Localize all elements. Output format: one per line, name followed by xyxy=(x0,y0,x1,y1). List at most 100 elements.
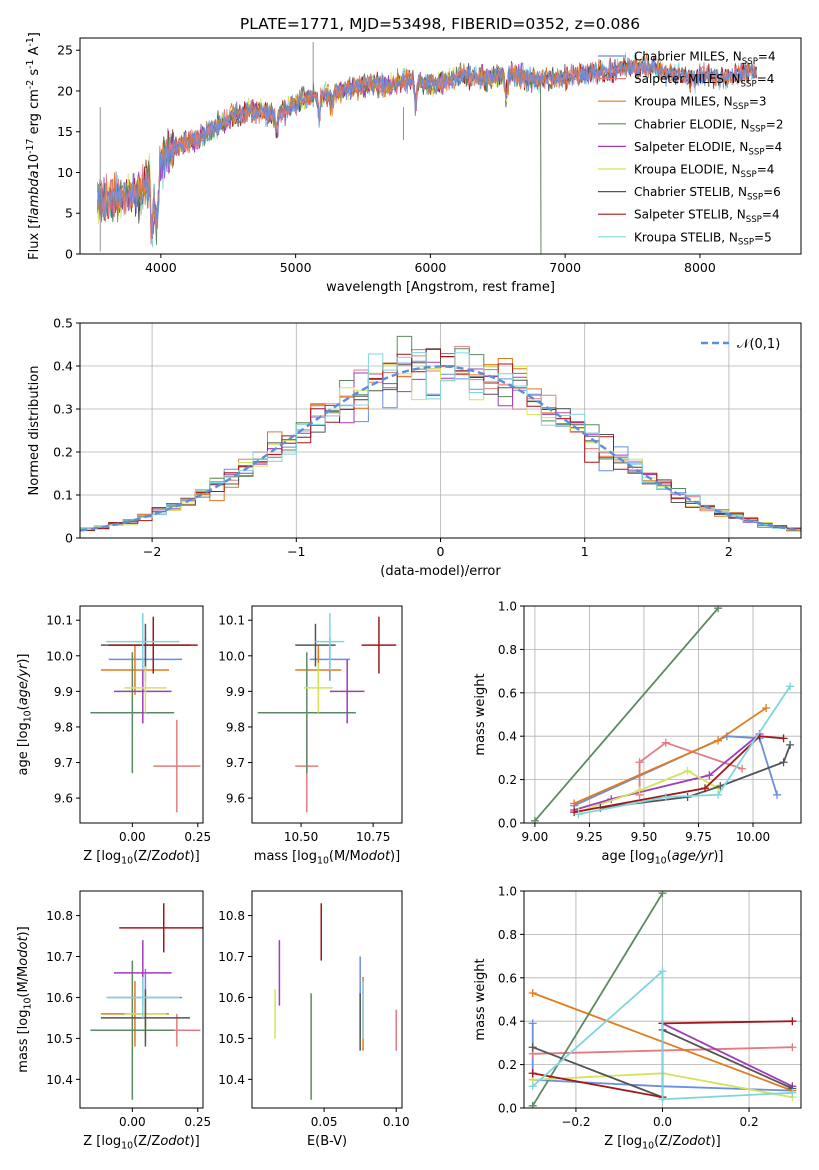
x-tick-label: 0.00 xyxy=(119,830,146,844)
weight-series-line xyxy=(573,707,767,805)
error-bar-point xyxy=(90,652,175,774)
error-bar-point xyxy=(153,719,201,813)
x-tick-label: 1 xyxy=(581,544,589,559)
y-tick-label: 10.7 xyxy=(46,950,73,964)
y-tick-label: 9.6 xyxy=(54,792,73,806)
error-bar-point xyxy=(90,960,175,1100)
x-tick-label: 10.00 xyxy=(736,830,770,844)
x-tick-label: 0.2 xyxy=(740,1115,759,1129)
error-bar-point xyxy=(100,989,190,1047)
y-tick-label: 0.0 xyxy=(498,817,517,831)
weight-marker xyxy=(528,1101,537,1108)
weight-marker xyxy=(779,734,788,743)
weight-marker xyxy=(574,810,583,819)
legend-entry: Salpeter ELODIE, NSSP=4 xyxy=(634,140,782,157)
y-tick-label: 0.4 xyxy=(498,1015,517,1029)
x-tick-label: 0.0 xyxy=(653,1115,672,1129)
x-tick-label: 0.00 xyxy=(119,1115,146,1129)
error-bar-point xyxy=(295,623,336,667)
axes-frame xyxy=(79,605,204,824)
x-tick-label: 4000 xyxy=(145,260,177,275)
axes-frame xyxy=(251,605,403,824)
weight-marker xyxy=(530,816,539,823)
error-bar-point xyxy=(315,613,345,671)
legend-entry: Salpeter MILES, NSSP=4 xyxy=(634,72,774,89)
weight-marker xyxy=(528,988,537,997)
x-tick-label: 0.10 xyxy=(383,1115,410,1129)
y-tick-label: 10.5 xyxy=(46,1032,73,1046)
x-tick-label: 9.50 xyxy=(631,830,658,844)
y-axis-label: mass [log10(M/Modot)] xyxy=(16,926,34,1072)
z_weight-marks xyxy=(528,891,797,1108)
residual_hist-marks xyxy=(80,335,801,538)
weight-marker xyxy=(635,758,644,767)
y-tick-label: 0.1 xyxy=(53,488,73,503)
spectrum-panel: 4000 5000 6000 7000 8000 0 5 10 15 20 25 wavelength… xyxy=(25,32,802,295)
age_weight-panel: 9.00 9.25 9.50 9.75 10.00 0.0 0.2 0.4 0.6 0.8 1.0 a… xyxy=(473,600,802,867)
weight-marker xyxy=(661,792,670,801)
x-tick-label: 9.25 xyxy=(576,830,603,844)
y-axis-label: Normed distribution xyxy=(27,366,42,496)
y-tick-label: 0.4 xyxy=(498,730,517,744)
x-tick-label: −0.2 xyxy=(561,1115,590,1129)
x-tick-label: −1 xyxy=(287,544,305,559)
weight-series-line xyxy=(578,769,719,813)
legend-entry: Chabrier ELODIE, NSSP=2 xyxy=(634,117,783,134)
weight-marker xyxy=(705,771,714,780)
legend-entry: Salpeter STELIB, NSSP=4 xyxy=(634,208,780,225)
y-tick-label: 0.2 xyxy=(53,445,73,460)
x-tick-label: −2 xyxy=(143,544,161,559)
y-axis-label: age [log10(age/yr)] xyxy=(16,653,34,775)
y-tick-label: 10.4 xyxy=(46,1073,73,1087)
axes-frame xyxy=(251,890,403,1109)
mass_age-panel: 10.50 10.75 9.6 9.7 9.8 9.9 10.0 10.1 mass [log1… xyxy=(218,605,403,867)
x-axis-label: age [log10(age/yr)] xyxy=(601,849,723,867)
y-tick-label: 10.0 xyxy=(218,649,245,663)
y-tick-label: 9.7 xyxy=(54,756,73,770)
x-tick-label: 10.75 xyxy=(356,830,390,844)
y-tick-label: 9.7 xyxy=(226,756,245,770)
y-tick-label: 10.1 xyxy=(218,614,245,628)
weight-marker xyxy=(528,1043,537,1052)
y-tick-label: 10.6 xyxy=(218,991,245,1005)
legend-entry: 𝒩(0,1) xyxy=(737,337,780,352)
gaussian-curve xyxy=(80,365,801,532)
y-tick-label: 10 xyxy=(57,165,73,180)
ebv_mass-panel: 0.05 0.10 10.4 10.5 10.6 10.7 10.8 E(B-V) xyxy=(218,890,410,1149)
y-tick-label: 1.0 xyxy=(498,600,517,614)
y-axis-label: mass weight xyxy=(473,958,488,1040)
weight-marker xyxy=(528,1069,537,1078)
weight-marker xyxy=(661,738,670,747)
y-tick-label: 9.6 xyxy=(226,792,245,806)
x-tick-label: 0.25 xyxy=(184,1115,211,1129)
weight-marker xyxy=(570,808,579,817)
weight-series-line xyxy=(574,735,784,813)
error-bar-point xyxy=(119,903,203,953)
z_weight-panel: −0.2 0.0 0.2 0.0 0.2 0.4 0.6 0.8 1.0 Z [log10(Z/Z… xyxy=(473,885,802,1152)
y-tick-label: 0.6 xyxy=(498,971,517,985)
x-axis-label: (data-model)/error xyxy=(380,564,501,579)
weight-marker xyxy=(714,736,723,745)
x-tick-label: 5000 xyxy=(280,260,312,275)
weight-marker xyxy=(683,766,692,775)
legend-entry: Kroupa STELIB, NSSP=5 xyxy=(634,230,772,247)
error-bar-point xyxy=(100,645,169,695)
ebv_mass-marks xyxy=(274,903,397,1100)
error-bar-point xyxy=(303,662,333,713)
mass_age-marks xyxy=(257,613,397,813)
weight-series-line xyxy=(531,892,664,1107)
figure-title: PLATE=1771, MJD=53498, FIBERID=0352, z=0… xyxy=(240,15,640,33)
y-tick-label: 10.0 xyxy=(46,649,73,663)
y-tick-label: 0.0 xyxy=(498,1102,517,1116)
x-axis-label: Z [log10(Z/Zodot)] xyxy=(83,849,200,867)
y-tick-label: 0.5 xyxy=(53,316,73,331)
error-bar-point xyxy=(106,976,180,1018)
weight-marker xyxy=(658,967,667,976)
axes-frame xyxy=(523,605,802,824)
age_weight-marks xyxy=(530,606,795,823)
z_age-marks xyxy=(90,613,201,813)
x-tick-label: 9.75 xyxy=(685,830,712,844)
error-bar-point xyxy=(106,613,180,671)
x-tick-label: 0.05 xyxy=(311,1115,338,1129)
